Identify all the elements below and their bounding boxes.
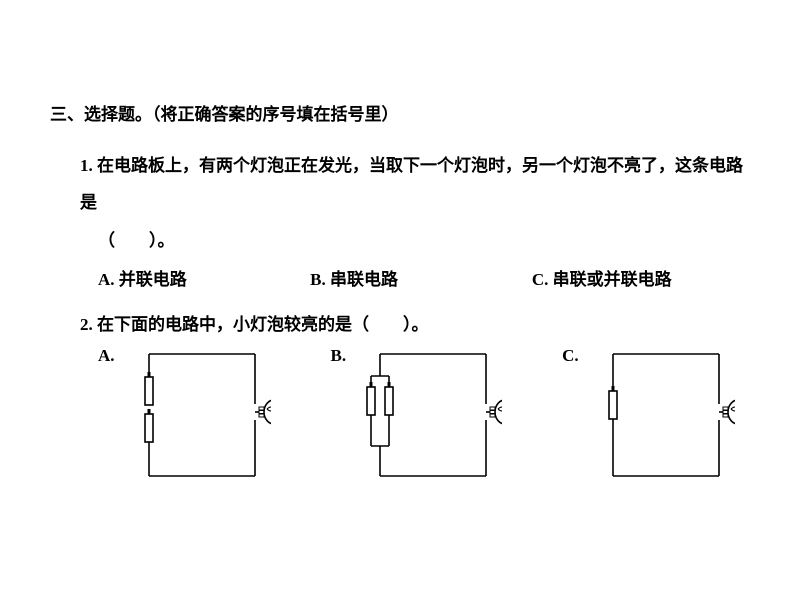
section-title: 三、选择题。（将正确答案的序号填在括号里） — [50, 100, 744, 125]
circuit-diagram-c — [585, 346, 735, 486]
diagram-b-label: B. — [331, 346, 347, 366]
question-2: 2. 在下面的电路中，小灯泡较亮的是（ ）。 — [80, 306, 744, 343]
q1-paren: （ ）。 — [98, 222, 744, 259]
q1-stem-text: 在电路板上，有两个灯泡正在发光，当取下一个灯泡时，另一个灯泡不亮了，这条电路是 — [80, 156, 743, 212]
q1-stem: 1. 在电路板上，有两个灯泡正在发光，当取下一个灯泡时，另一个灯泡不亮了，这条电… — [80, 147, 744, 222]
diagram-a-label: A. — [98, 346, 115, 366]
q1-option-c: C. 串联或并联电路 — [532, 265, 744, 290]
circuit-diagram-a — [121, 346, 271, 486]
circuit-diagram-b — [352, 346, 502, 486]
q2-stem-text: 在下面的电路中，小灯泡较亮的是（ ）。 — [97, 315, 429, 334]
q1-option-a: A. 并联电路 — [98, 265, 310, 290]
q1-number: 1. — [80, 156, 93, 175]
q1-options: A. 并联电路 B. 串联电路 C. 串联或并联电路 — [98, 265, 744, 290]
question-1: 1. 在电路板上，有两个灯泡正在发光，当取下一个灯泡时，另一个灯泡不亮了，这条电… — [80, 147, 744, 259]
q2-number: 2. — [80, 315, 93, 334]
diagram-a-cell: A. — [98, 346, 271, 486]
diagram-b-cell: B. — [331, 346, 503, 486]
q1-option-b: B. 串联电路 — [310, 265, 532, 290]
diagram-c-label: C. — [562, 346, 579, 366]
q2-stem: 2. 在下面的电路中，小灯泡较亮的是（ ）。 — [80, 306, 744, 343]
diagram-c-cell: C. — [562, 346, 735, 486]
diagram-row: A. B. C. — [98, 346, 744, 486]
